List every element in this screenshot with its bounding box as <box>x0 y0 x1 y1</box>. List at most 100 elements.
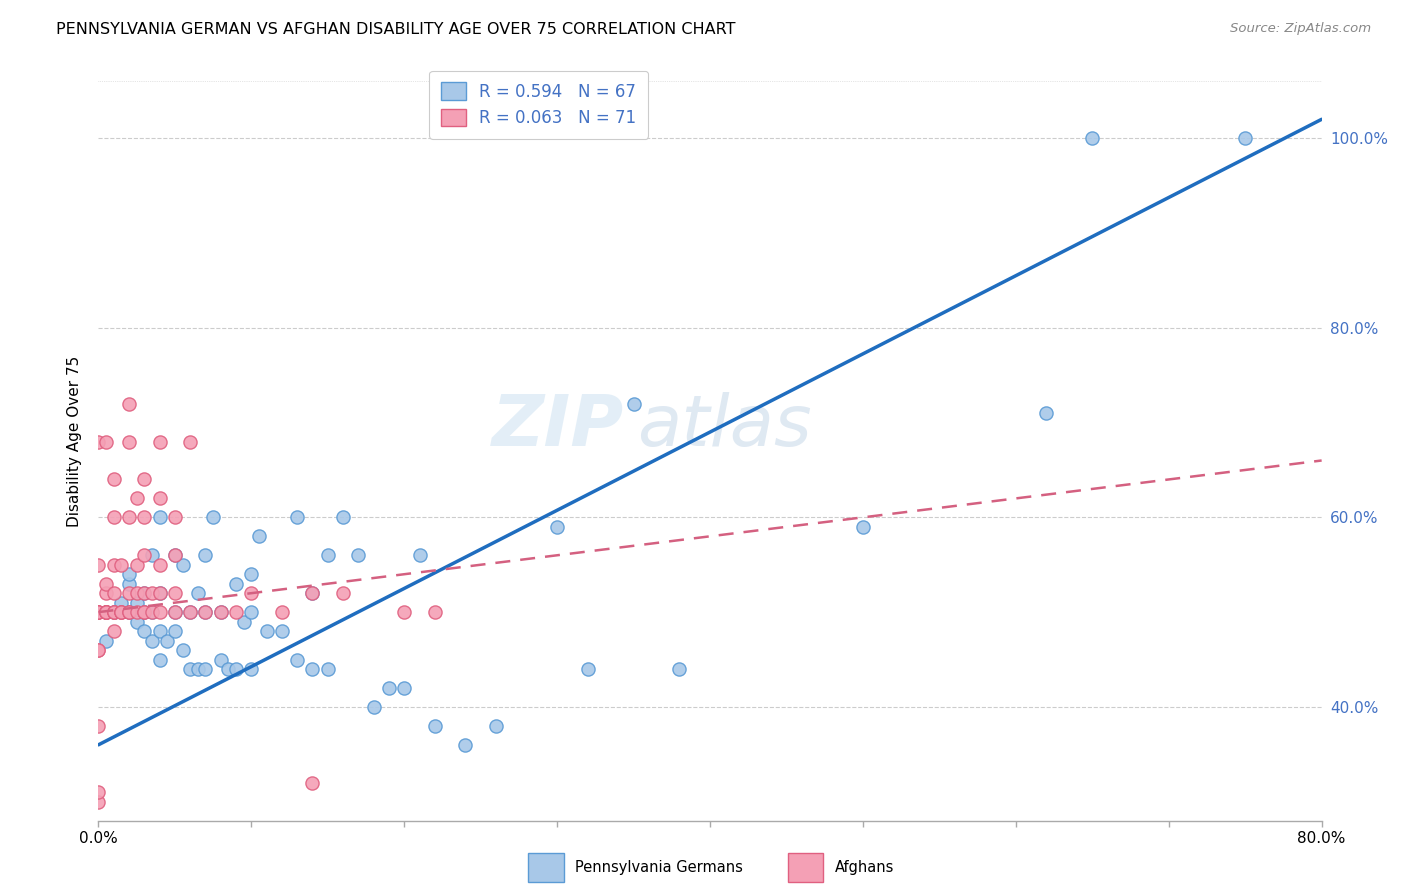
Point <box>285 652 308 666</box>
Legend: R = 0.594   N = 67, R = 0.063   N = 71: R = 0.594 N = 67, R = 0.063 N = 71 <box>429 70 648 139</box>
Point <box>125 596 148 610</box>
Point <box>668 662 690 676</box>
Point <box>125 558 148 572</box>
Point <box>94 605 117 619</box>
Point <box>118 510 141 524</box>
Point <box>87 643 110 657</box>
Point <box>202 510 225 524</box>
Point <box>301 586 323 600</box>
Point <box>103 473 125 487</box>
Point <box>118 605 141 619</box>
Point <box>134 624 156 639</box>
Point <box>141 605 163 619</box>
Point <box>392 681 416 695</box>
Point <box>94 633 117 648</box>
Point <box>87 605 110 619</box>
Point <box>576 662 599 676</box>
Point <box>1234 131 1257 145</box>
Point <box>103 605 125 619</box>
Point <box>332 510 354 524</box>
Point <box>134 586 156 600</box>
Point <box>149 434 172 449</box>
Point <box>1081 131 1104 145</box>
Point <box>301 776 323 790</box>
Point <box>194 605 217 619</box>
Point <box>240 605 263 619</box>
Point <box>149 510 172 524</box>
Y-axis label: Disability Age Over 75: Disability Age Over 75 <box>67 356 83 527</box>
Point <box>209 652 232 666</box>
Point <box>163 605 186 619</box>
Point <box>103 586 125 600</box>
Point <box>87 795 110 809</box>
Point <box>103 510 125 524</box>
Point <box>225 605 247 619</box>
Point <box>125 615 148 629</box>
Point <box>103 605 125 619</box>
Point <box>149 652 172 666</box>
Point <box>301 662 323 676</box>
Point <box>94 605 117 619</box>
Point <box>141 586 163 600</box>
Point <box>316 662 339 676</box>
Point <box>485 719 508 733</box>
Text: atlas: atlas <box>637 392 811 461</box>
Point <box>94 434 117 449</box>
Point <box>163 605 186 619</box>
Point <box>163 548 186 563</box>
Point <box>217 662 239 676</box>
Point <box>256 624 278 639</box>
Point <box>141 605 163 619</box>
Text: Pennsylvania Germans: Pennsylvania Germans <box>575 860 744 875</box>
Text: PENNSYLVANIA GERMAN VS AFGHAN DISABILITY AGE OVER 75 CORRELATION CHART: PENNSYLVANIA GERMAN VS AFGHAN DISABILITY… <box>56 22 735 37</box>
Point <box>87 719 110 733</box>
Point <box>87 605 110 619</box>
Point <box>378 681 401 695</box>
Point <box>194 662 217 676</box>
Point <box>247 529 270 543</box>
Point <box>240 662 263 676</box>
Point <box>149 605 172 619</box>
Point <box>118 567 141 582</box>
Point <box>347 548 370 563</box>
Point <box>149 586 172 600</box>
Point <box>179 605 201 619</box>
Point <box>156 633 179 648</box>
Point <box>94 576 117 591</box>
Point <box>363 700 385 714</box>
Point <box>232 615 254 629</box>
FancyBboxPatch shape <box>529 854 564 881</box>
Point <box>423 605 446 619</box>
Point <box>240 586 263 600</box>
Point <box>163 548 186 563</box>
Point <box>134 473 156 487</box>
Point <box>110 605 132 619</box>
Point <box>94 605 117 619</box>
Point <box>118 605 141 619</box>
Point <box>172 558 194 572</box>
Point <box>103 605 125 619</box>
Point <box>141 548 163 563</box>
Point <box>225 662 247 676</box>
Point <box>110 558 132 572</box>
Point <box>134 548 156 563</box>
Point <box>187 586 209 600</box>
Point <box>852 520 875 534</box>
Text: ZIP: ZIP <box>492 392 624 461</box>
Point <box>87 785 110 799</box>
Point <box>546 520 568 534</box>
Point <box>141 633 163 648</box>
Point <box>194 605 217 619</box>
Point <box>149 586 172 600</box>
Point <box>134 510 156 524</box>
Point <box>118 397 141 411</box>
Point <box>103 624 125 639</box>
Point <box>118 605 141 619</box>
Point <box>94 586 117 600</box>
Point <box>125 605 148 619</box>
Point <box>179 434 201 449</box>
Point <box>163 624 186 639</box>
Point <box>118 576 141 591</box>
Point <box>316 548 339 563</box>
Point <box>134 605 156 619</box>
